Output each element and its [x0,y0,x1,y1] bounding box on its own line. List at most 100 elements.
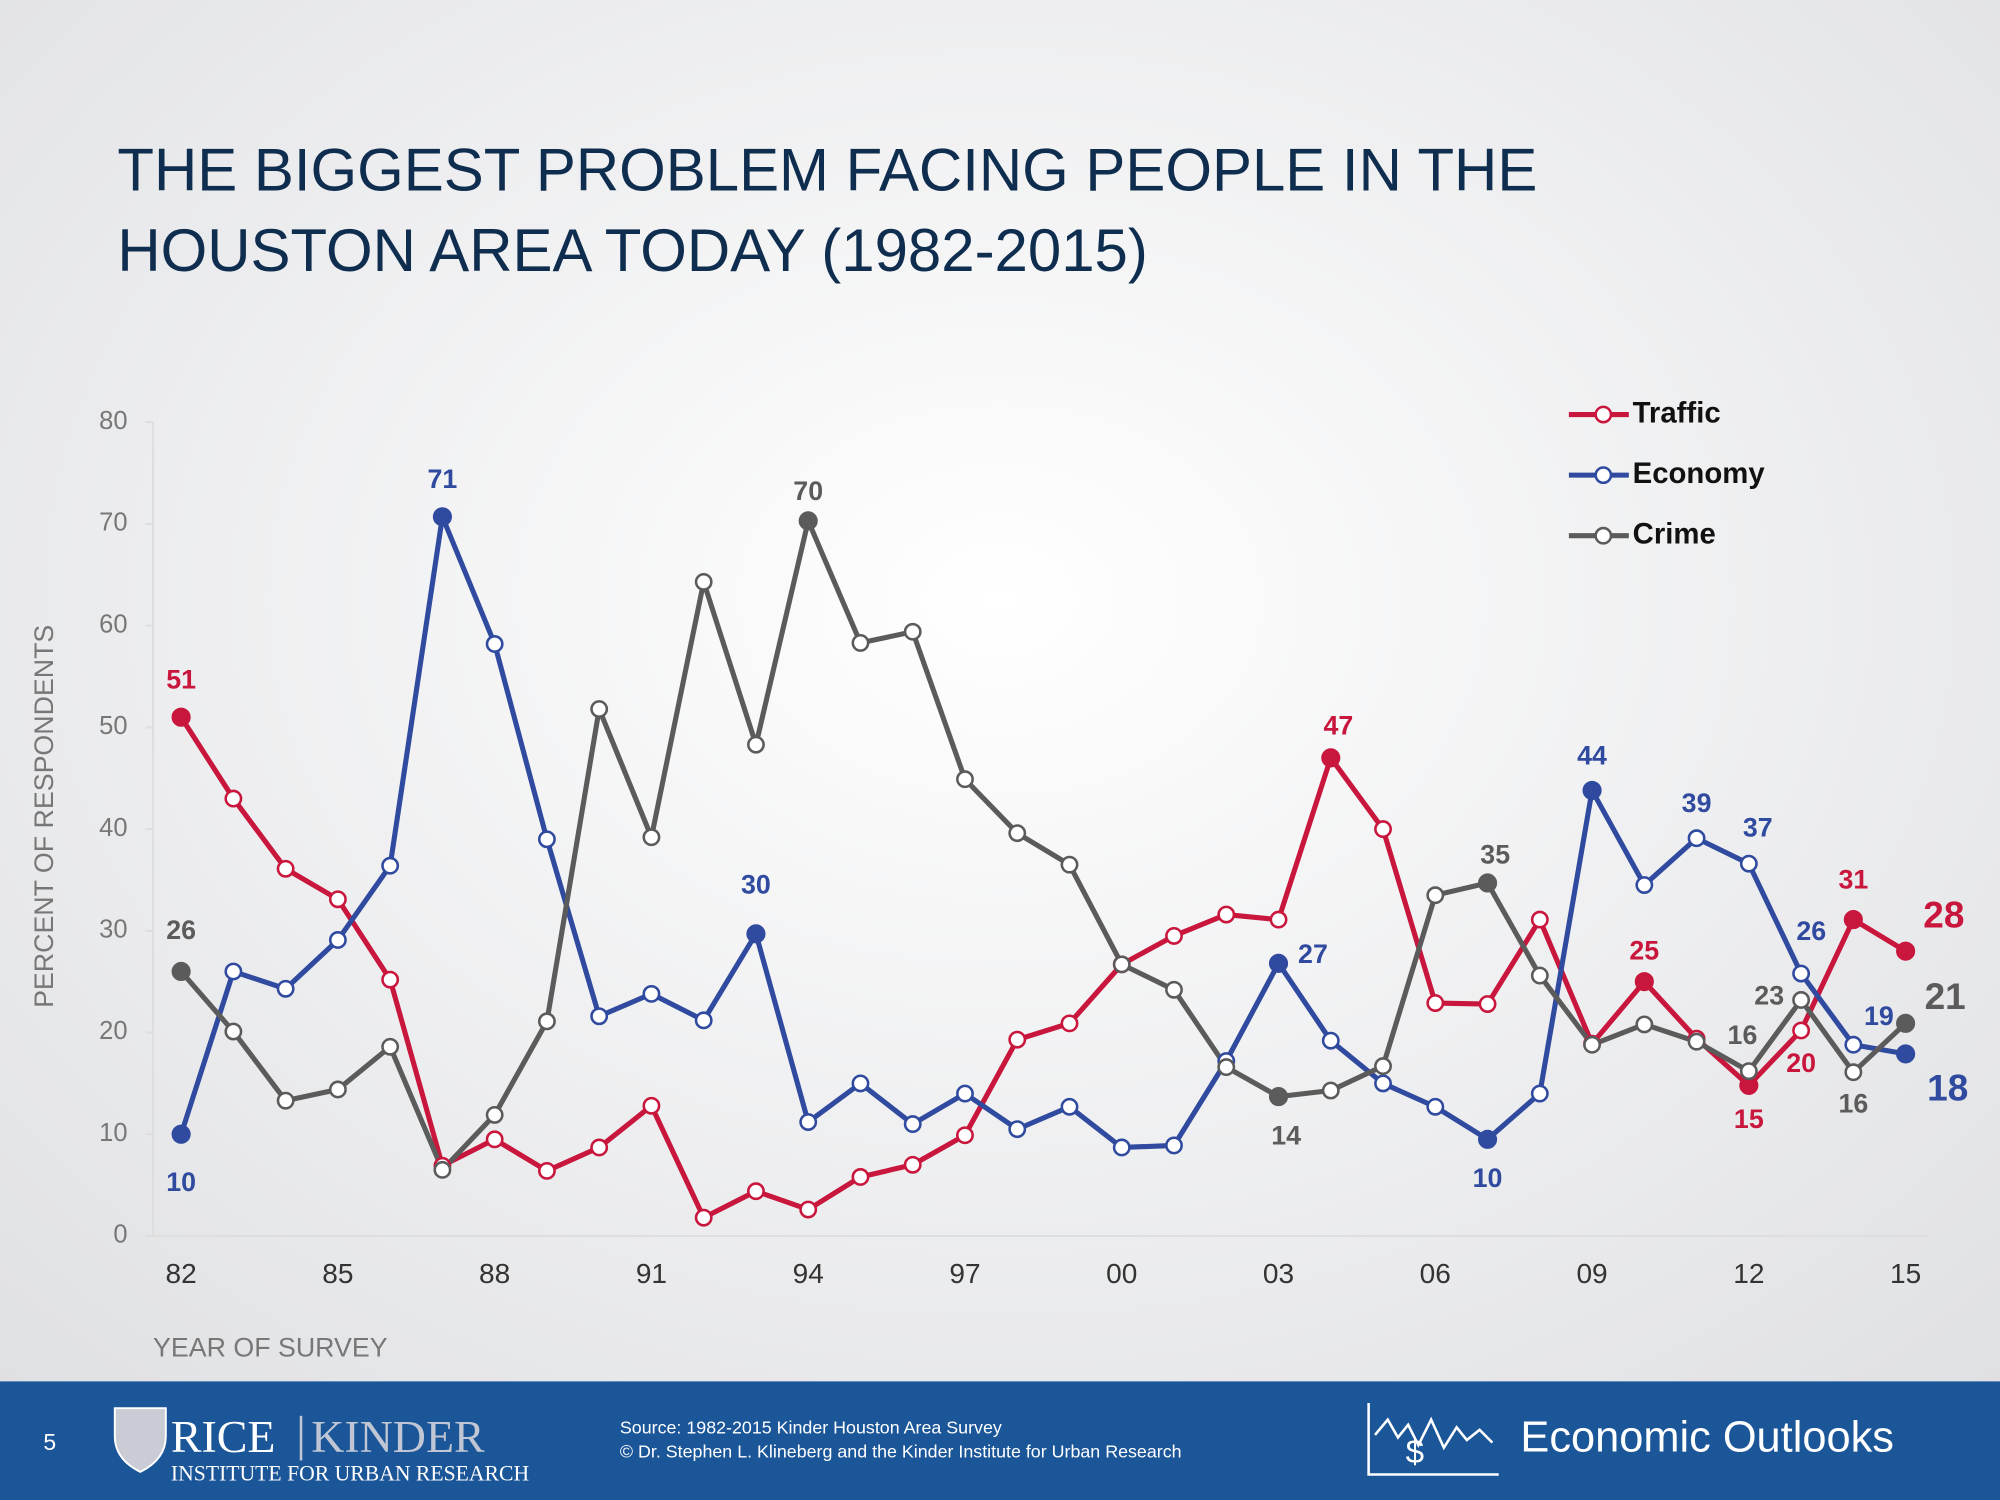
data-point [1217,905,1236,924]
series-line [179,518,1908,1173]
data-label: 26 [166,915,196,945]
chart-title: THE BIGGEST PROBLEM FACING PEOPLE IN THE [117,137,1537,204]
brand: Economic Outlooks [1520,1414,1894,1462]
x-tick-label: 85 [322,1258,353,1289]
data-point [1477,873,1498,893]
legend-label: Traffic [1633,396,1721,429]
data-point [903,622,922,641]
data-point [1269,910,1288,929]
data-point [1060,1097,1079,1116]
data-point [903,1155,922,1174]
data-point [381,856,400,875]
data-point [276,859,295,878]
plot: 0 10 20 30 40 50 60 70 80 82 85 88 91 94 97 00 03 06 09 12 1… [99,407,1968,1289]
data-label: 25 [1629,935,1659,965]
series-line [178,514,1907,1151]
data-point [590,1007,609,1026]
data-point [851,634,870,652]
data-point [956,770,974,789]
data-label: 44 [1577,740,1607,770]
brand-icon-symbol: $ [1406,1434,1424,1471]
data-point [1478,995,1497,1013]
data-point [1165,980,1183,999]
data-point [1268,1087,1289,1107]
data-point [746,924,766,944]
x-axis-label: YEAR OF SURVEY [153,1333,388,1363]
y-tick-label: 70 [99,509,127,537]
y-axis-label: PERCENT OF RESPONDENTS [29,625,59,1008]
legend-marker [1594,405,1613,424]
data-point [537,1012,556,1031]
data-point [1896,1013,1916,1033]
data-point [1268,953,1289,973]
data-point [1739,1062,1758,1081]
data-point [747,735,765,754]
data-label: 18 [1927,1068,1968,1109]
legend-label: Economy [1633,457,1766,490]
data-point [798,511,818,531]
data-label: 16 [1838,1088,1868,1118]
data-label: 16 [1728,1020,1758,1050]
data-point [328,890,347,909]
data-point [1426,994,1445,1012]
y-tick-label: 30 [99,916,127,944]
data-point [1635,1015,1654,1034]
data-label: 23 [1754,981,1784,1011]
data-point [1792,991,1811,1009]
data-point [1165,926,1183,945]
data-point [328,931,347,949]
logo-main: RICE [171,1411,276,1462]
legend-marker [1594,526,1613,545]
data-point [1321,1081,1340,1100]
data-point [1112,1138,1131,1157]
data-point [1896,1044,1916,1064]
series-line [178,715,1907,1221]
data-point [1374,820,1392,839]
page-number: 5 [43,1429,56,1455]
brand-icon: $ [1367,1403,1499,1476]
data-point [694,572,713,591]
data-point [1739,854,1758,873]
data-point [1530,1084,1549,1103]
data-point [1060,855,1079,874]
data-label: 15 [1734,1104,1764,1134]
data-point [851,1168,870,1186]
data-point [851,1074,870,1093]
x-tick-label: 82 [166,1258,197,1289]
data-point [1582,780,1602,800]
data-point [485,1130,504,1149]
data-point [1008,1030,1027,1049]
data-point [1635,876,1654,894]
data-point [642,828,661,847]
logo-shield [113,1407,167,1474]
legend-marker [1594,466,1613,485]
data-point [381,970,400,989]
data-point [1374,1057,1392,1076]
y-tick-label: 10 [99,1119,127,1147]
data-point [956,1126,974,1145]
data-label: 30 [741,870,771,900]
data-point [799,1200,818,1219]
data-point [1426,886,1445,905]
data-point [1583,1035,1601,1054]
y-tick-label: 20 [99,1017,127,1045]
data-point [1687,829,1706,848]
data-point [171,707,191,727]
data-point [537,830,556,849]
y-tick-label: 0 [113,1221,127,1249]
data-point [171,1124,191,1144]
data-label: 19 [1864,1001,1894,1031]
data-point [433,1160,452,1179]
data-label: 27 [1298,939,1328,969]
data-point [1634,972,1654,992]
data-point [381,1037,400,1056]
x-tick-label: 06 [1420,1258,1451,1289]
data-label: 10 [166,1167,196,1197]
data-point [1844,1063,1863,1082]
x-tick-label: 03 [1263,1258,1294,1289]
data-label: 14 [1271,1121,1301,1151]
legend-label: Crime [1633,517,1716,550]
y-tick-label: 40 [99,814,127,842]
data-label: 35 [1480,839,1510,869]
